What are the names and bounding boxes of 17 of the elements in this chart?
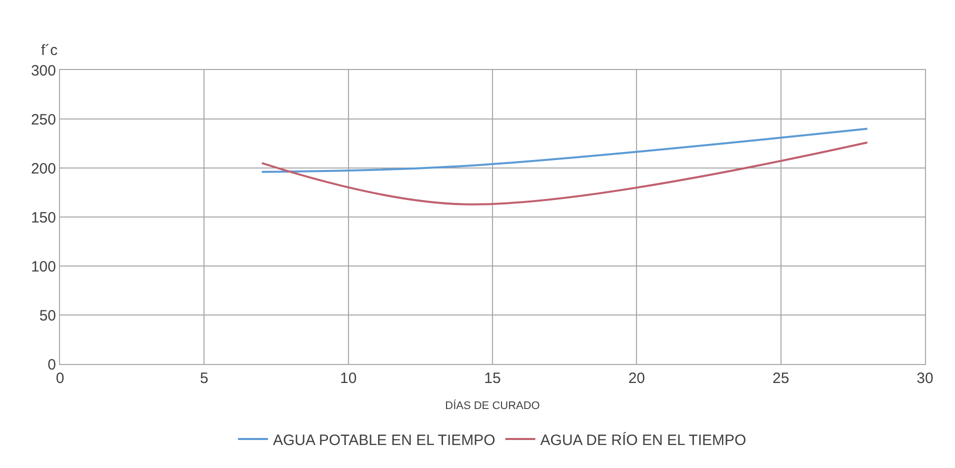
- y-tick-label: 0: [48, 356, 56, 374]
- x-tick-label: 15: [484, 370, 501, 387]
- y-axis-title: f´c: [41, 42, 58, 59]
- x-axis-title: DÍAS DE CURADO: [445, 399, 540, 412]
- y-tick-label: 200: [30, 160, 56, 178]
- legend-label: AGUA POTABLE EN EL TIEMPO: [273, 432, 496, 449]
- y-tick-label: 50: [39, 307, 56, 324]
- y-tick-label: 300: [30, 62, 56, 80]
- y-tick-label: 100: [30, 258, 56, 276]
- x-tick-label: 30: [916, 370, 934, 387]
- x-tick-label: 25: [772, 370, 790, 387]
- y-tick-label: 150: [30, 209, 56, 226]
- legend-label: AGUA DE RÍO EN EL TIEMPO: [540, 430, 746, 449]
- x-tick-label: 10: [340, 370, 357, 387]
- y-tick-label: 250: [30, 111, 56, 128]
- x-tick-label: 20: [628, 370, 646, 387]
- x-tick-label: 5: [200, 370, 208, 387]
